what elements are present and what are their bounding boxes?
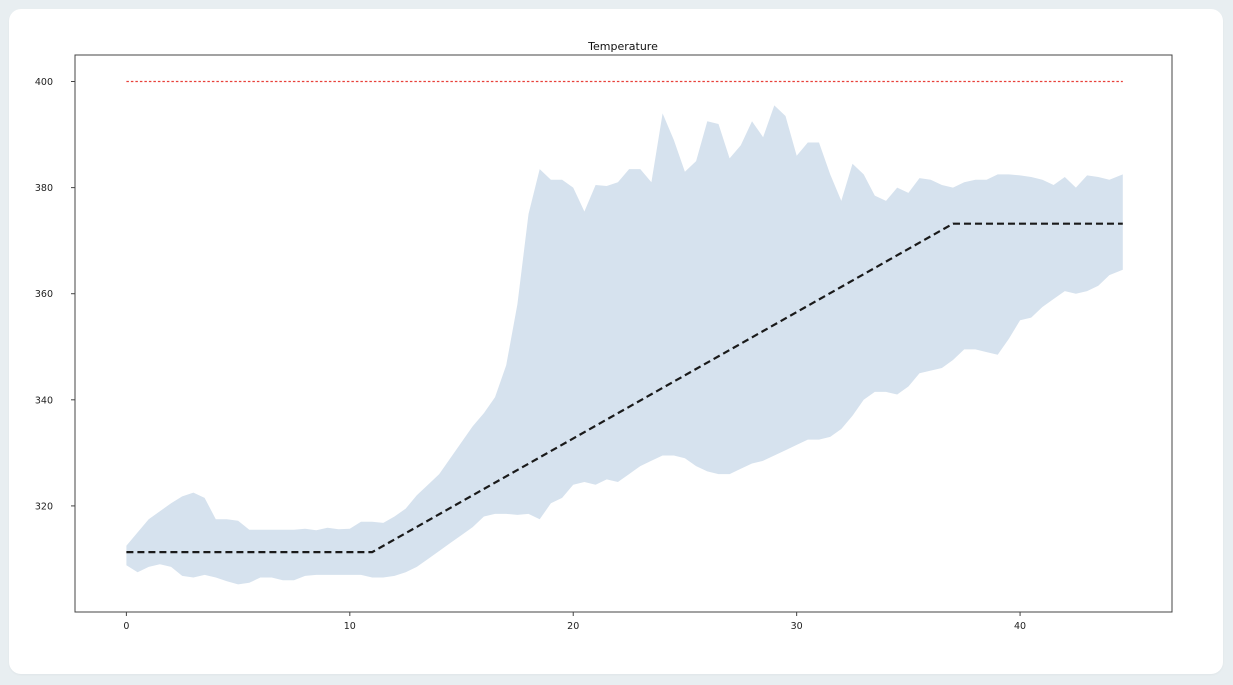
x-tick-label: 10 (344, 621, 356, 632)
y-tick-label: 320 (35, 501, 53, 512)
range-band (126, 105, 1123, 585)
mean-line (126, 222, 1123, 554)
chart-card: Temperature 0 10 20 30 40 320 340 360 380 400 (9, 9, 1223, 674)
y-tick-label: 340 (35, 395, 53, 406)
chart-title: Temperature (587, 40, 658, 53)
x-tick-label: 0 (123, 621, 129, 632)
plot-area-frame (74, 54, 1173, 613)
x-tick-label: 20 (567, 621, 579, 632)
x-tick-label: 30 (791, 621, 803, 632)
temperature-chart: Temperature 0 10 20 30 40 320 340 360 380 400 (35, 40, 1173, 632)
y-tick-label: 360 (35, 289, 53, 300)
x-tick-label: 40 (1014, 621, 1026, 632)
y-tick-label: 400 (35, 77, 53, 88)
y-tick-label: 380 (35, 183, 53, 194)
